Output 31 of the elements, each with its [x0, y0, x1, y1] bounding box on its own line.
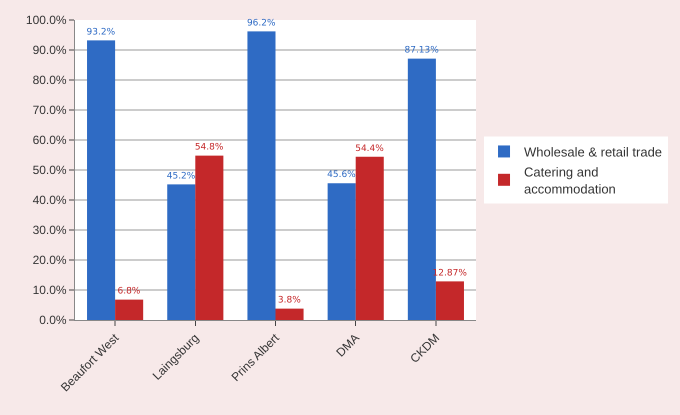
data-label: 3.8%	[278, 296, 302, 306]
y-tick-label: 30.0%	[32, 223, 67, 238]
data-label: 96.2%	[246, 18, 276, 28]
y-tick-label: 90.0%	[32, 43, 67, 58]
y-tick-label: 0.0%	[39, 313, 67, 328]
y-tick-label: 20.0%	[32, 253, 67, 268]
data-label: 45.6%	[327, 170, 356, 180]
bar	[115, 300, 144, 320]
legend-label: Wholesale & retail trade	[524, 144, 662, 160]
data-label: 87.13%	[404, 46, 440, 56]
bar	[247, 31, 276, 320]
legend-label: Catering and accommodation	[524, 164, 616, 196]
y-tick-label: 50.0%	[32, 163, 67, 178]
data-label: 45.2%	[166, 171, 196, 182]
bar	[436, 281, 464, 320]
y-tick-label: 60.0%	[32, 133, 67, 148]
y-tick-label: 10.0%	[32, 283, 67, 298]
y-tick-label: 100.0%	[26, 13, 67, 28]
bar	[276, 308, 304, 320]
bar	[195, 156, 224, 320]
y-tick-label: 80.0%	[32, 73, 67, 88]
y-tick-label: 40.0%	[32, 193, 67, 208]
bar	[328, 183, 356, 320]
bar	[167, 184, 196, 320]
data-label: 6.8%	[117, 286, 141, 297]
bar	[356, 156, 384, 320]
y-tick-label: 70.0%	[32, 103, 67, 118]
data-label: 54.4%	[355, 144, 384, 154]
bar	[87, 40, 116, 320]
data-label: 54.8%	[194, 142, 224, 153]
data-label: 93.2%	[86, 27, 116, 38]
